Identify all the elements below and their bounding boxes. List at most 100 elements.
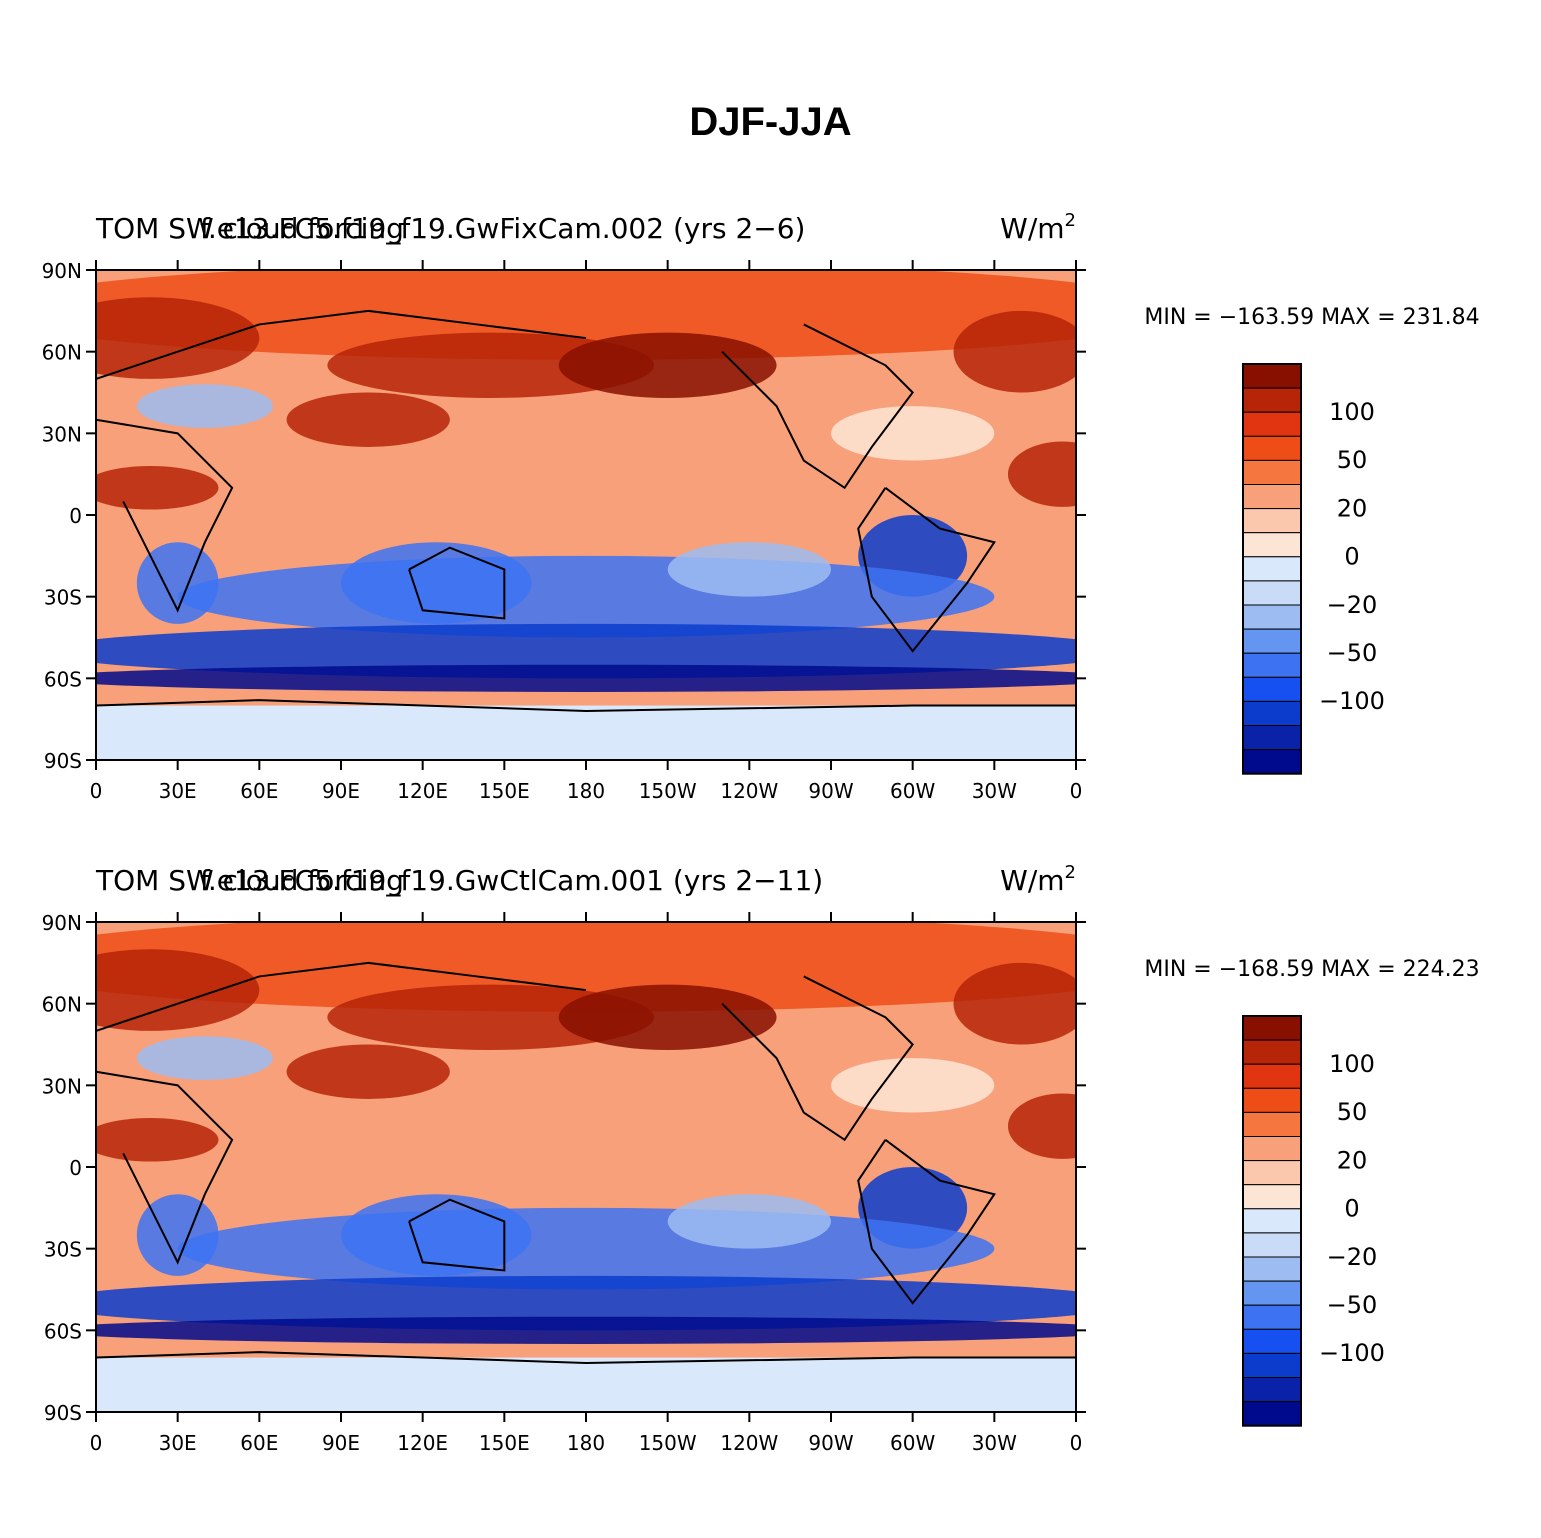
- coastline: [96, 1351, 1076, 1365]
- colorbar-label: −100: [1319, 1339, 1385, 1367]
- map-field-region: [422, 1104, 750, 1148]
- lon-label: 180: [567, 779, 605, 803]
- map-field: [96, 270, 1076, 760]
- colorbar-swatch: [1242, 1063, 1302, 1089]
- map-field-region: [953, 962, 1076, 1045]
- map-field-region: [1007, 1093, 1076, 1159]
- colorbar-swatch: [1242, 1304, 1302, 1330]
- map-field-region: [286, 392, 450, 447]
- lon-label: 30E: [159, 1431, 197, 1455]
- colorbar-swatch: [1242, 1039, 1302, 1065]
- lon-label: 60W: [890, 1431, 935, 1455]
- coastline: [857, 1138, 996, 1305]
- colorbar-label: −100: [1319, 687, 1385, 715]
- map-field-region: [327, 332, 655, 398]
- lon-label: 120W: [720, 1431, 778, 1455]
- lon-label: 90W: [808, 1431, 853, 1455]
- map-field-region: [953, 310, 1076, 393]
- lat-label: 60S: [44, 1319, 82, 1343]
- colorbar-swatch: [1242, 1160, 1302, 1186]
- lat-label: 0: [69, 1156, 82, 1180]
- colorbar-frame: [1242, 1015, 1302, 1427]
- lon-label: 120E: [397, 779, 448, 803]
- map-field-region: [96, 1118, 219, 1162]
- lat-label: 90N: [42, 259, 82, 283]
- colorbar-swatch: [1242, 484, 1302, 510]
- colorbar-swatch: [1242, 652, 1302, 678]
- colorbar-swatch: [1242, 532, 1302, 558]
- colorbar-label: 0: [1344, 543, 1359, 571]
- colorbar-swatch: [1242, 1256, 1302, 1282]
- lat-label: 60N: [42, 993, 82, 1017]
- case-label: f.e13.FC5.f19_f19.GwCtlCam.001 (yrs 2−11…: [200, 864, 823, 897]
- lon-label: 180: [567, 1431, 605, 1455]
- colorbar-swatch: [1242, 556, 1302, 582]
- coastline: [96, 418, 234, 613]
- map-field-region: [558, 984, 777, 1050]
- lat-label: 90N: [42, 911, 82, 935]
- map-field-region: [136, 1036, 273, 1080]
- coastline: [408, 546, 506, 620]
- case-label: f.e13.FC5.f19_f19.GwFixCam.002 (yrs 2−6): [200, 212, 805, 245]
- lon-label: 90W: [808, 779, 853, 803]
- coastline: [96, 1070, 234, 1265]
- map-field-region: [136, 384, 273, 428]
- colorbar-swatch: [1242, 604, 1302, 630]
- lon-label: 90E: [322, 779, 360, 803]
- coastlines: [96, 961, 1076, 1365]
- colorbar-swatch: [1242, 1136, 1302, 1162]
- colorbar-swatch: [1242, 580, 1302, 606]
- lat-label: 30S: [44, 1238, 82, 1262]
- lon-label: 120W: [720, 779, 778, 803]
- variable-label: TOM SW cloud forcing: [95, 864, 404, 897]
- min-max-stats: MIN = −163.59 MAX = 231.84: [1144, 305, 1479, 330]
- min-max-stats: MIN = −168.59 MAX = 224.23: [1144, 957, 1479, 982]
- colorbar-swatch: [1242, 1280, 1302, 1306]
- colorbar-label: 20: [1337, 1146, 1368, 1174]
- units-label: W/m2: [1000, 210, 1076, 245]
- colorbar-label: 0: [1344, 1195, 1359, 1223]
- colorbar-label: 20: [1337, 494, 1368, 522]
- map-field-region: [96, 297, 260, 379]
- map-field-region: [96, 664, 1076, 692]
- units-label: W/m2: [1000, 862, 1076, 897]
- lon-label: 150W: [639, 1431, 697, 1455]
- map-field-region: [96, 949, 260, 1031]
- lat-label: 90S: [44, 1401, 82, 1425]
- colorbar-swatch: [1242, 1401, 1302, 1427]
- colorbar-swatch: [1242, 1352, 1302, 1379]
- coastlines: [96, 309, 1076, 713]
- map-field-region: [831, 1058, 995, 1113]
- colorbar-swatch: [1242, 1208, 1302, 1234]
- lat-label: 0: [69, 504, 82, 528]
- map-field-region: [667, 1194, 831, 1249]
- map-field-region: [96, 466, 219, 510]
- colorbar-swatch: [1242, 363, 1302, 389]
- colorbar-label: −20: [1327, 1243, 1378, 1271]
- figure-title: DJF-JJA: [689, 100, 852, 144]
- map-field-region: [96, 1357, 1076, 1412]
- colorbar-label: 100: [1329, 1050, 1375, 1078]
- map-field-region: [96, 623, 1076, 679]
- lon-label: 0: [1070, 779, 1083, 803]
- colorbar-swatch: [1242, 435, 1302, 461]
- map-field-region: [327, 984, 655, 1050]
- coastline: [721, 323, 914, 490]
- coastline: [96, 699, 1076, 713]
- map-panel-bottom: 90N 60N 30N 0 30S 60S 90S 0 30E 60E 90E 120E 150E 180…: [42, 862, 1480, 1455]
- variable-label: TOM SW cloud forcing: [95, 212, 404, 245]
- lon-label: 0: [90, 779, 103, 803]
- colorbar-swatch: [1242, 411, 1302, 437]
- colorbar-label: 50: [1337, 446, 1368, 474]
- lon-label: 150E: [479, 779, 530, 803]
- lon-label: 60E: [240, 1431, 278, 1455]
- colorbar-swatch: [1242, 1232, 1302, 1258]
- lat-label: 90S: [44, 749, 82, 773]
- map-field-region: [96, 1316, 1076, 1344]
- colorbar-label: 100: [1329, 398, 1375, 426]
- colorbar-swatch: [1242, 700, 1302, 727]
- map-field-region: [558, 332, 777, 398]
- map-field-region: [96, 1275, 1076, 1331]
- colorbar-swatch: [1242, 459, 1302, 485]
- coastline: [96, 961, 587, 1032]
